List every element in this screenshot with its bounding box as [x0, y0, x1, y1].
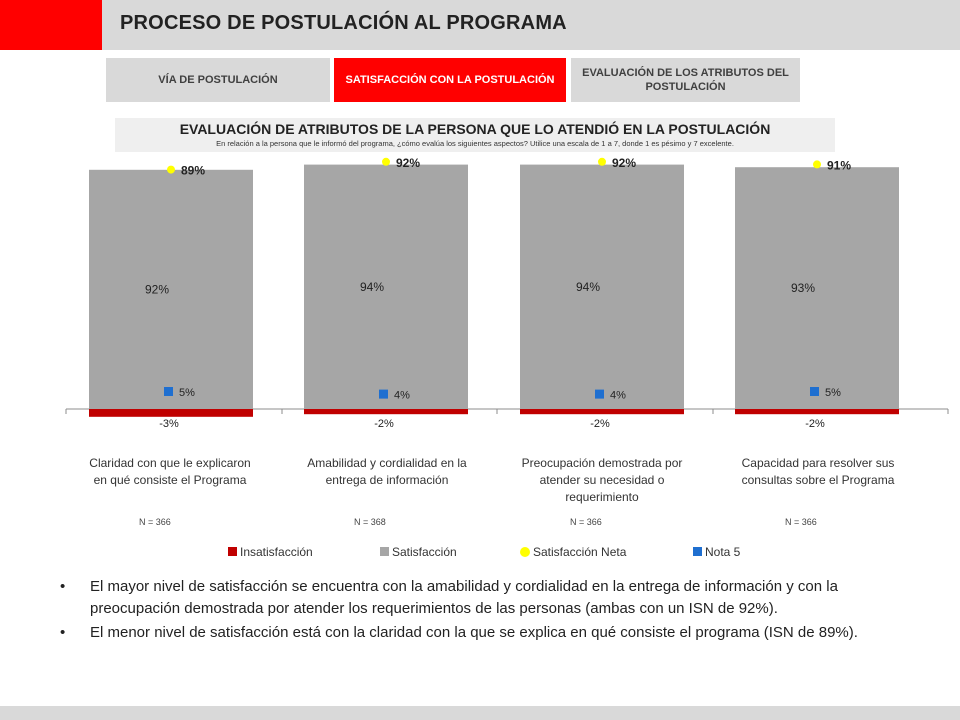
legend-swatch	[693, 547, 702, 556]
bar-insatisfaccion	[520, 409, 684, 415]
bar-satisfaccion	[89, 169, 253, 409]
label-satisfaccion: 93%	[791, 281, 815, 295]
bar-satisfaccion	[304, 164, 468, 409]
legend-label: Insatisfacción	[240, 545, 313, 559]
legend-label: Satisfacción	[392, 545, 457, 559]
marker-nota5	[810, 387, 819, 396]
label-satisfaccion-neta: 92%	[612, 156, 636, 170]
footer-bar	[0, 706, 960, 720]
satisfaction-bar-chart: 92% -3% 5% 89% Claridad con que le explicaro…	[65, 156, 949, 559]
tab-evaluacion-atributos[interactable]: EVALUACIÓN DE LOS ATRIBUTOS DEL POSTULAC…	[571, 58, 800, 102]
label-nota5: 4%	[394, 390, 410, 402]
bar-satisfaccion	[520, 164, 684, 409]
label-nota5: 5%	[825, 387, 841, 399]
label-satisfaccion-neta: 91%	[827, 158, 851, 172]
n-label: N = 366	[570, 517, 602, 527]
label-nota5: 4%	[610, 390, 626, 402]
legend-label: Nota 5	[705, 545, 741, 559]
tab-label: SATISFACCIÓN CON LA POSTULACIÓN	[345, 73, 555, 86]
label-insatisfaccion: -2%	[805, 418, 825, 430]
tab-label: EVALUACIÓN DE LOS ATRIBUTOS DEL POSTULAC…	[582, 66, 789, 93]
label-insatisfaccion: -2%	[590, 418, 610, 430]
findings-list: El mayor nivel de satisfacción se encuen…	[60, 576, 890, 646]
legend-swatch	[380, 547, 389, 556]
marker-satisfaccion-neta	[813, 160, 821, 169]
tab-satisfaccion-postulacion[interactable]: SATISFACCIÓN CON LA POSTULACIÓN	[334, 58, 566, 102]
chart-question: En relación a la persona que le informó …	[216, 139, 734, 148]
legend-label: Satisfacción Neta	[533, 545, 627, 559]
tab-label: VÍA DE POSTULACIÓN	[158, 73, 278, 86]
bar-insatisfaccion	[89, 409, 253, 417]
marker-satisfaccion-neta	[382, 157, 390, 166]
category-label: Amabilidad y cordialidad en la entrega de…	[307, 456, 467, 487]
chart-heading: EVALUACIÓN DE ATRIBUTOS DE LA PERSONA QU…	[115, 118, 835, 152]
bar-insatisfaccion	[735, 409, 899, 415]
marker-satisfaccion-neta	[167, 165, 175, 174]
bar-insatisfaccion	[304, 409, 468, 415]
finding-item: El mayor nivel de satisfacción se encuen…	[60, 576, 890, 620]
header-red-block	[0, 0, 102, 50]
n-label: N = 366	[785, 517, 817, 527]
chart-title: EVALUACIÓN DE ATRIBUTOS DE LA PERSONA QU…	[179, 121, 771, 137]
label-satisfaccion-neta: 92%	[396, 156, 420, 170]
legend-swatch	[520, 547, 530, 557]
legend-swatch	[228, 547, 237, 556]
marker-nota5	[379, 389, 388, 399]
category-label: Capacidad para resolver sus consultas sob…	[742, 456, 895, 487]
header-bar	[0, 0, 960, 50]
label-insatisfaccion: -2%	[374, 418, 394, 430]
label-nota5: 5%	[179, 387, 195, 399]
label-insatisfaccion: -3%	[159, 418, 179, 430]
label-satisfaccion: 92%	[145, 282, 169, 296]
n-label: N = 368	[354, 517, 386, 527]
marker-nota5	[595, 389, 604, 399]
tab-via-postulacion[interactable]: VÍA DE POSTULACIÓN	[106, 58, 330, 102]
finding-item: El menor nivel de satisfacción está con …	[60, 622, 890, 644]
marker-nota5	[164, 387, 173, 396]
label-satisfaccion: 94%	[576, 280, 600, 294]
category-label: Preocupación demostrada por atender su ne…	[522, 456, 683, 504]
marker-satisfaccion-neta	[598, 157, 606, 166]
category-label: Claridad con que le explicaron en qué con…	[89, 456, 250, 487]
label-satisfaccion: 94%	[360, 280, 384, 294]
n-label: N = 366	[139, 517, 171, 527]
page-title: PROCESO DE POSTULACIÓN AL PROGRAMA	[120, 12, 567, 34]
label-satisfaccion-neta: 89%	[181, 164, 205, 178]
bar-satisfaccion	[735, 167, 899, 409]
